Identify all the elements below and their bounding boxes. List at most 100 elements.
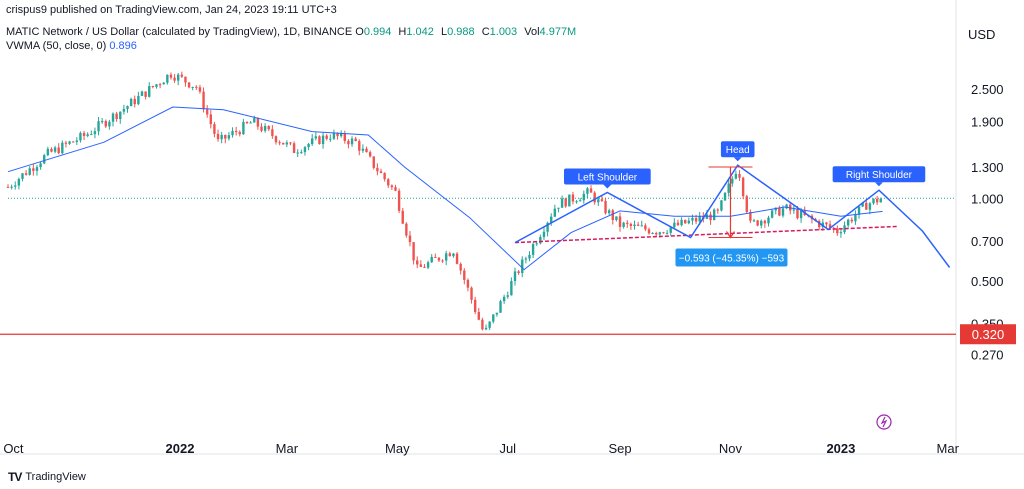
candle-body — [292, 143, 296, 153]
candle-body — [144, 91, 147, 97]
annotation-pointer — [733, 157, 742, 162]
candle-body — [14, 185, 17, 187]
annotation-label: Right Shoulder — [846, 170, 913, 181]
measure-label-badge — [675, 248, 788, 267]
candle-body — [444, 253, 448, 261]
candle-body — [647, 229, 651, 234]
candle-body — [329, 138, 332, 140]
candle-body — [133, 98, 136, 105]
candle-body — [90, 134, 93, 136]
y-tick-label: 1.900 — [971, 115, 1004, 130]
candles — [6, 71, 882, 331]
candle-body — [213, 124, 216, 134]
candle-body — [872, 198, 875, 204]
candle-body — [177, 74, 180, 81]
candle-body — [216, 133, 220, 140]
indicator-value: 0.896 — [109, 40, 137, 52]
x-tick-label: May — [385, 441, 410, 456]
candle-body — [448, 253, 452, 257]
candle-body — [209, 114, 212, 125]
candle-body — [93, 131, 97, 135]
candle-body — [350, 138, 354, 145]
candle-body — [129, 98, 133, 107]
candle-body — [321, 135, 325, 145]
candle-body — [477, 312, 480, 320]
candle-body — [57, 147, 60, 154]
candle-body — [546, 222, 549, 232]
x-tick-label: 2022 — [166, 441, 195, 456]
x-tick-label: Oct — [3, 441, 24, 456]
candle-body — [300, 152, 303, 154]
candle-body — [763, 220, 767, 224]
candle-body — [354, 138, 357, 142]
candle-body — [861, 202, 864, 207]
candle-body — [405, 223, 408, 236]
candle-body — [282, 142, 285, 145]
candle-body — [137, 95, 140, 105]
candle-body — [854, 214, 857, 222]
candle-body — [673, 222, 676, 228]
ohlc-high: H1.042 — [398, 26, 434, 38]
candle-body — [416, 260, 419, 265]
candle-body — [517, 271, 520, 274]
candle-body — [441, 260, 444, 262]
candle-body — [82, 132, 86, 136]
annotation-pointer — [874, 182, 883, 187]
candle-body — [600, 199, 604, 201]
candle-body — [734, 174, 738, 179]
symbol-title: MATIC Network / US Dollar (calculated by… — [6, 26, 353, 38]
candle-body — [256, 118, 260, 127]
candle-body — [622, 222, 625, 227]
candle-body — [86, 134, 89, 136]
candle-body — [760, 220, 763, 226]
candle-body — [495, 312, 499, 315]
candle-body — [865, 202, 868, 210]
candle-body — [289, 142, 292, 144]
candle-body — [365, 148, 368, 153]
ohlc-close: C1.003 — [481, 26, 518, 38]
candle-body — [368, 152, 372, 157]
candle-body — [575, 201, 578, 203]
candle-body — [488, 321, 491, 328]
candle-body — [741, 177, 745, 197]
candle-body — [506, 295, 509, 297]
candle-body — [325, 135, 328, 139]
candle-body — [376, 167, 379, 172]
candle-body — [191, 86, 194, 88]
candle-body — [408, 235, 412, 243]
symbol-legend: MATIC Network / US Dollar (calculated by… — [6, 26, 580, 38]
candle-body — [611, 210, 614, 221]
indicator-legend: VWMA (50, close, 0) 0.896 — [6, 40, 137, 52]
candle-body — [846, 219, 850, 226]
candle-body — [618, 216, 622, 227]
candle-body — [542, 231, 546, 238]
candle-body — [97, 121, 100, 132]
candle-body — [484, 327, 488, 330]
tradingview-logo-icon: TV — [8, 470, 22, 484]
candle-body — [155, 84, 158, 87]
candle-body — [423, 266, 426, 268]
y-tick-label: 0.500 — [971, 274, 1004, 289]
candle-body — [531, 244, 535, 255]
candle-body — [817, 220, 821, 228]
candle-body — [195, 86, 198, 88]
candle-body — [253, 118, 256, 123]
lightning-bolt — [880, 416, 888, 428]
annotation-badge — [563, 168, 651, 185]
candle-body — [198, 87, 202, 92]
annotation-badge — [832, 166, 926, 183]
candle-body — [796, 209, 799, 219]
candle-body — [249, 122, 252, 124]
candle-body — [242, 121, 245, 135]
candle-body — [148, 86, 151, 97]
candle-body — [604, 200, 607, 214]
candle-body — [832, 227, 835, 229]
annotation-label: Head — [726, 145, 750, 156]
candle-body — [521, 259, 524, 274]
candle-body — [738, 174, 741, 178]
candle-body — [651, 232, 654, 234]
candle-body — [578, 200, 582, 202]
candle-body — [180, 74, 184, 77]
candle-body — [626, 222, 629, 224]
